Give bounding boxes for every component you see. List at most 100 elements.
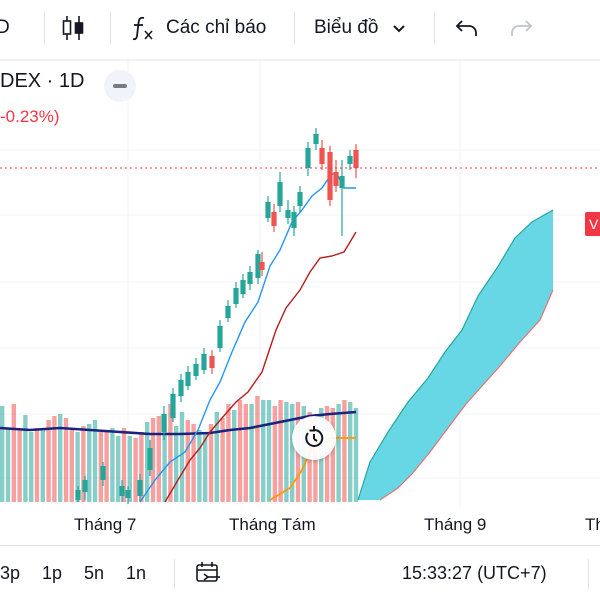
volume-bar [203, 434, 208, 502]
collapse-legend-button[interactable] [104, 70, 136, 102]
candle-body [291, 212, 297, 228]
clock-timezone[interactable]: 15:33:27 (UTC+7) [402, 546, 547, 600]
candle-body [255, 254, 261, 278]
volume-bar [336, 404, 341, 502]
calendar-range-icon [196, 561, 220, 582]
candle-body [259, 262, 265, 270]
candle-body [233, 288, 239, 304]
candle-body [170, 394, 176, 418]
volume-bar [185, 420, 190, 502]
volume-bar [174, 426, 179, 502]
candle-body [161, 414, 167, 432]
toolbar-divider [434, 12, 435, 44]
date-range-button[interactable] [194, 546, 222, 600]
range-5n-label: 5n [84, 563, 105, 583]
range-1p-label: 1p [42, 563, 63, 583]
range-1n-label: 1n [126, 563, 147, 583]
volume-bar [197, 430, 202, 502]
bottom-divider [174, 559, 175, 589]
time-axis[interactable]: Tháng 7 Tháng Tám Tháng 9 Th [0, 508, 600, 540]
volume-bar [237, 400, 243, 502]
volume-bar [272, 406, 277, 502]
candle-body [201, 354, 207, 370]
volume-bar [220, 418, 225, 502]
toolbar-divider [294, 12, 295, 44]
toolbar-divider [44, 12, 45, 44]
volume-bar [0, 406, 5, 502]
redo-button[interactable] [508, 0, 534, 56]
volume-bar [290, 404, 295, 502]
last-price-text: V [589, 216, 599, 232]
candle-body [247, 272, 253, 284]
volume-bar [29, 432, 34, 502]
volume-bar [139, 432, 144, 502]
volume-bar [63, 418, 69, 502]
candle-body [305, 148, 311, 168]
candle-body [125, 490, 131, 498]
volume-bar [40, 430, 45, 502]
volume-bar [162, 414, 167, 502]
ichimoku-cloud [358, 210, 553, 500]
candle-body [193, 364, 199, 376]
undo-button[interactable] [454, 0, 480, 56]
volume-bar [284, 402, 289, 502]
volume-bar [87, 424, 92, 502]
volume-bar [58, 414, 63, 502]
range-3p[interactable]: 3p [0, 546, 20, 600]
price-change: -0.23%) [0, 107, 60, 127]
volume-bar [232, 410, 237, 502]
chart-type-label: Biểu đồ [314, 17, 379, 38]
volume-bar [23, 415, 28, 502]
volume-bar [208, 424, 214, 502]
undo-icon [455, 20, 477, 36]
candle-body [297, 192, 303, 206]
clock-text: 15:33:27 (UTC+7) [402, 563, 547, 583]
volume-bar [133, 438, 138, 502]
chart-canvas[interactable] [0, 56, 600, 536]
volume-bar [261, 400, 266, 502]
volume-bar [110, 428, 115, 502]
range-5n[interactable]: 5n [84, 546, 104, 600]
candle-body [119, 486, 125, 496]
candle-body [240, 280, 246, 294]
bottom-bar: 3p 1p 5n 1n 15:33:27 (UTC+7) [0, 545, 600, 600]
volume-bar [69, 430, 74, 502]
symbol-legend[interactable]: DEX · 1D [0, 70, 84, 93]
price-change-text: -0.23%) [0, 107, 60, 126]
volume-bar [266, 400, 272, 502]
volume-bar [226, 404, 231, 502]
candle-body [82, 480, 88, 492]
volume-bar [278, 400, 283, 502]
interval-button[interactable]: D [0, 0, 10, 56]
range-1p[interactable]: 1p [42, 546, 62, 600]
volume-bar [127, 436, 132, 502]
volume-bar [34, 428, 40, 502]
chart-area[interactable]: V [0, 56, 600, 536]
candle-body [209, 356, 215, 368]
volume-bar [168, 404, 173, 502]
volume-bar [156, 416, 161, 502]
volume-bar [17, 430, 22, 502]
chevron-down-icon [393, 25, 406, 33]
volume-bar [150, 418, 156, 502]
time-label-july: Tháng 7 [74, 515, 137, 534]
volume-bar [255, 396, 260, 502]
replay-button[interactable] [292, 416, 336, 460]
candle-body [185, 372, 191, 386]
chart-type-dropdown[interactable]: Biểu đồ [314, 0, 408, 56]
candle-body [339, 176, 345, 188]
volume-bar [330, 408, 335, 502]
volume-bar [81, 426, 86, 502]
indicators-button[interactable]: Các chỉ báo [130, 0, 266, 56]
symbol-title: DEX · 1D [0, 70, 85, 92]
range-1n[interactable]: 1n [126, 546, 146, 600]
candle-body [137, 480, 143, 496]
top-toolbar: D Các chỉ báo Biểu đồ [0, 0, 600, 56]
function-fx-icon [132, 16, 153, 41]
replay-icon [305, 426, 324, 447]
volume-bar [11, 404, 16, 502]
candle-body [217, 326, 223, 348]
volume-bar [214, 412, 219, 502]
interval-label: D [0, 17, 10, 38]
chart-style-button[interactable] [60, 0, 86, 56]
